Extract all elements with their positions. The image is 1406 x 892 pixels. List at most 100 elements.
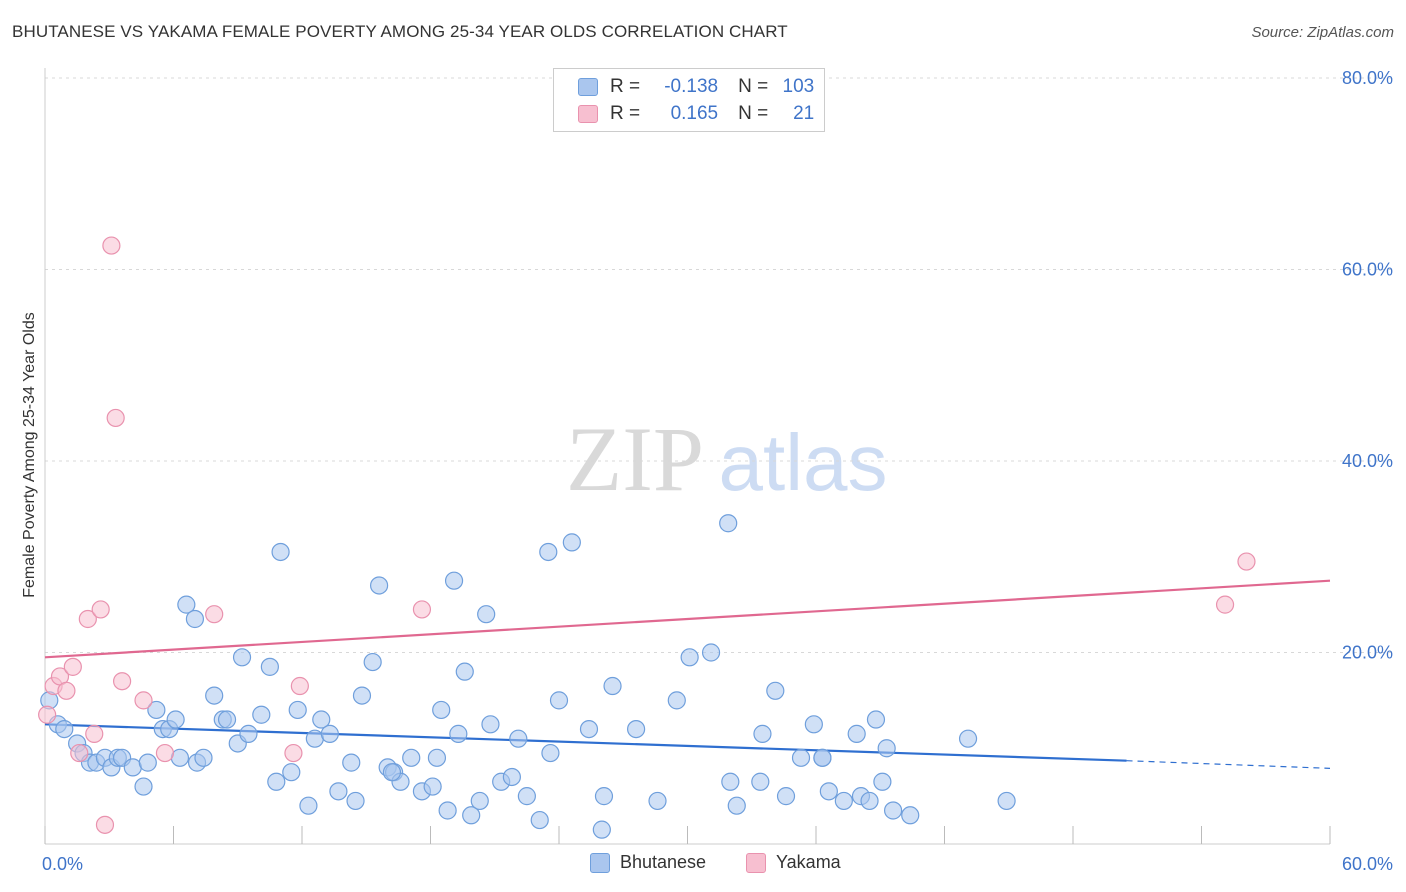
legend-r-label: R = — [610, 76, 641, 97]
data-point-yakama — [284, 743, 303, 763]
data-point-bhutanese — [382, 763, 402, 782]
data-point-bhutanese — [138, 753, 157, 772]
data-point-yakama — [412, 600, 432, 619]
data-point-bhutanese — [260, 657, 279, 676]
data-point-bhutanese — [462, 806, 481, 825]
trend-line-extension-bhutanese — [1126, 760, 1331, 769]
data-point-bhutanese — [288, 700, 307, 720]
legend-n-label: N = — [738, 103, 769, 124]
points-layer — [38, 236, 1256, 839]
data-point-bhutanese — [877, 739, 896, 758]
data-point-bhutanese — [539, 542, 558, 562]
y-tick-label: 20.0% — [1342, 643, 1393, 663]
data-point-yakama — [205, 605, 224, 624]
data-point-bhutanese — [791, 748, 811, 767]
y-tick-label: 60.0% — [1342, 260, 1393, 280]
data-point-bhutanese — [727, 796, 746, 815]
data-point-bhutanese — [721, 772, 740, 791]
data-point-yakama — [102, 236, 121, 255]
data-point-yakama — [85, 724, 104, 743]
data-point-bhutanese — [626, 719, 646, 739]
data-point-bhutanese — [680, 648, 699, 667]
data-point-bhutanese — [847, 724, 866, 743]
data-point-bhutanese — [667, 691, 686, 710]
data-point-bhutanese — [549, 691, 569, 710]
data-point-bhutanese — [271, 542, 290, 562]
data-point-bhutanese — [444, 571, 464, 590]
data-point-yakama — [134, 691, 153, 710]
data-point-bhutanese — [541, 743, 560, 763]
data-point-bhutanese — [205, 686, 224, 705]
data-point-bhutanese — [753, 724, 772, 743]
data-point-bhutanese — [305, 729, 324, 748]
watermark-zip: ZIP — [566, 408, 704, 510]
data-point-bhutanese — [432, 700, 451, 720]
series-legend-label: Bhutanese — [620, 852, 707, 872]
data-point-bhutanese — [648, 791, 667, 811]
data-point-bhutanese — [958, 729, 978, 748]
series-legend-yakama[interactable]: Yakama — [746, 852, 841, 873]
data-point-bhutanese — [217, 710, 237, 729]
data-point-bhutanese — [517, 787, 536, 806]
data-point-bhutanese — [342, 753, 361, 772]
data-point-bhutanese — [470, 791, 489, 811]
series-legend-label: Yakama — [776, 852, 841, 872]
data-point-bhutanese — [147, 700, 166, 720]
data-point-bhutanese — [776, 787, 796, 806]
series-legend: Bhutanese Yakama — [0, 852, 1406, 878]
data-point-bhutanese — [860, 791, 879, 811]
data-point-bhutanese — [267, 772, 286, 791]
chart-title: BHUTANESE VS YAKAMA FEMALE POVERTY AMONG… — [12, 22, 788, 41]
watermark-atlas: atlas — [719, 418, 888, 507]
data-point-bhutanese — [312, 710, 331, 729]
data-point-bhutanese — [370, 576, 389, 595]
series-swatch-pink — [746, 852, 766, 873]
source-label: Source: ZipAtlas.com — [1251, 24, 1394, 41]
data-point-bhutanese — [751, 772, 770, 791]
data-point-bhutanese — [299, 796, 318, 815]
legend-r-value: -0.138 — [664, 76, 719, 97]
data-point-bhutanese — [813, 748, 832, 767]
data-point-bhutanese — [603, 676, 622, 696]
data-point-bhutanese — [455, 662, 474, 681]
legend-swatch-blue — [578, 78, 598, 96]
series-legend-bhutanese[interactable]: Bhutanese — [590, 852, 706, 873]
data-point-bhutanese — [427, 748, 447, 767]
legend-n-label: N = — [738, 76, 769, 97]
data-point-bhutanese — [252, 705, 271, 724]
data-point-bhutanese — [804, 715, 823, 734]
data-point-bhutanese — [530, 810, 549, 830]
tick-label-layer: 20.0% 40.0% 60.0% 80.0% 0.0% 60.0% — [42, 68, 1393, 874]
data-point-bhutanese — [346, 791, 365, 811]
data-point-bhutanese — [134, 777, 153, 796]
data-point-bhutanese — [562, 533, 581, 552]
data-point-bhutanese — [194, 748, 213, 767]
data-point-bhutanese — [866, 710, 886, 729]
data-point-bhutanese — [819, 782, 838, 801]
data-point-yakama — [57, 681, 76, 700]
series-swatch-blue — [590, 852, 610, 873]
data-point-bhutanese — [123, 758, 142, 777]
data-point-bhutanese — [873, 772, 892, 791]
data-point-yakama — [112, 672, 132, 691]
data-point-bhutanese — [579, 719, 599, 739]
data-point-bhutanese — [239, 724, 258, 743]
data-point-yakama — [38, 705, 57, 724]
data-point-bhutanese — [997, 791, 1016, 811]
data-point-bhutanese — [402, 748, 421, 767]
data-point-bhutanese — [282, 763, 301, 782]
trend-layer — [44, 579, 1331, 769]
data-point-bhutanese — [423, 777, 442, 796]
trend-line-bhutanese — [44, 723, 1127, 762]
legend-r-value: 0.165 — [670, 103, 719, 124]
data-point-yakama — [1215, 595, 1235, 614]
data-point-yakama — [155, 743, 175, 763]
data-point-bhutanese — [883, 801, 903, 820]
data-point-yakama — [1237, 552, 1256, 571]
data-point-bhutanese — [449, 724, 468, 743]
legend-n-value: 103 — [782, 76, 815, 97]
data-point-yakama — [63, 657, 82, 676]
legend-swatch-pink — [578, 105, 598, 123]
data-point-bhutanese — [834, 791, 853, 811]
